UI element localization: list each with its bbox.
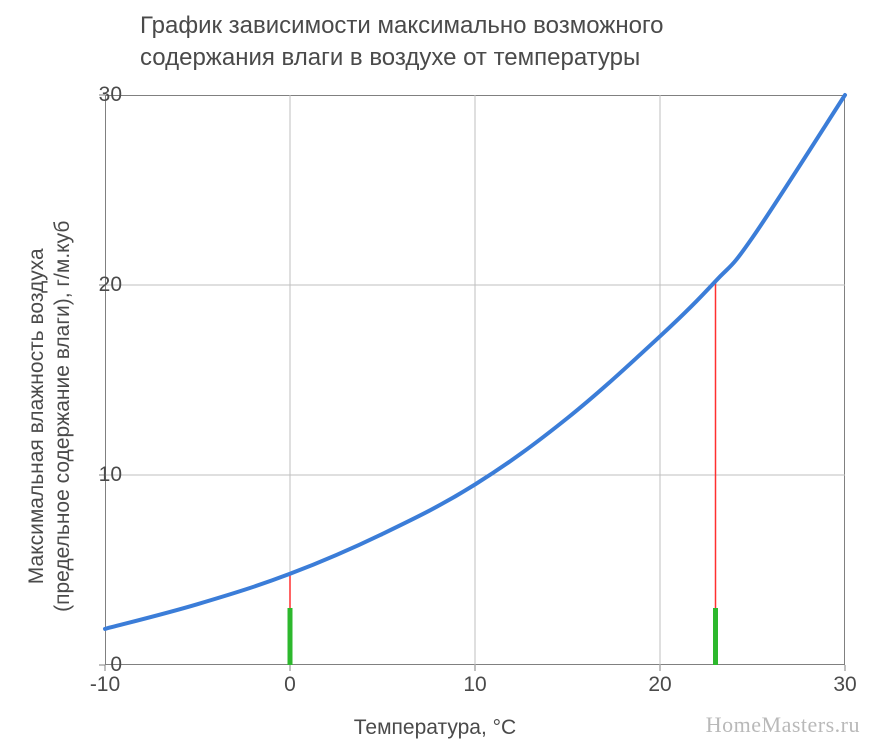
chart-title: График зависимости максимально возможног… <box>140 10 840 75</box>
chart-page: График зависимости максимально возможног… <box>0 0 870 746</box>
xtick-10: 10 <box>445 673 505 697</box>
ytick-20: 20 <box>62 273 122 297</box>
y-axis-label: Максимальная влажность воздуха (предельн… <box>24 136 77 696</box>
xtick-0: 0 <box>260 673 320 697</box>
ytick-30: 30 <box>62 83 122 107</box>
plot-area <box>105 95 845 665</box>
xtick-20: 20 <box>630 673 690 697</box>
ytick-10: 10 <box>62 463 122 487</box>
chart-title-line1: График зависимости максимально возможног… <box>140 12 664 39</box>
plot-svg <box>105 95 845 665</box>
ytick-0: 0 <box>62 653 122 677</box>
xtick-30: 30 <box>815 673 870 697</box>
y-axis-label-line1: Максимальная влажность воздуха <box>25 248 48 584</box>
chart-title-line2: содержания влаги в воздухе от температур… <box>140 44 640 71</box>
watermark-text: HomeMasters.ru <box>706 712 860 738</box>
